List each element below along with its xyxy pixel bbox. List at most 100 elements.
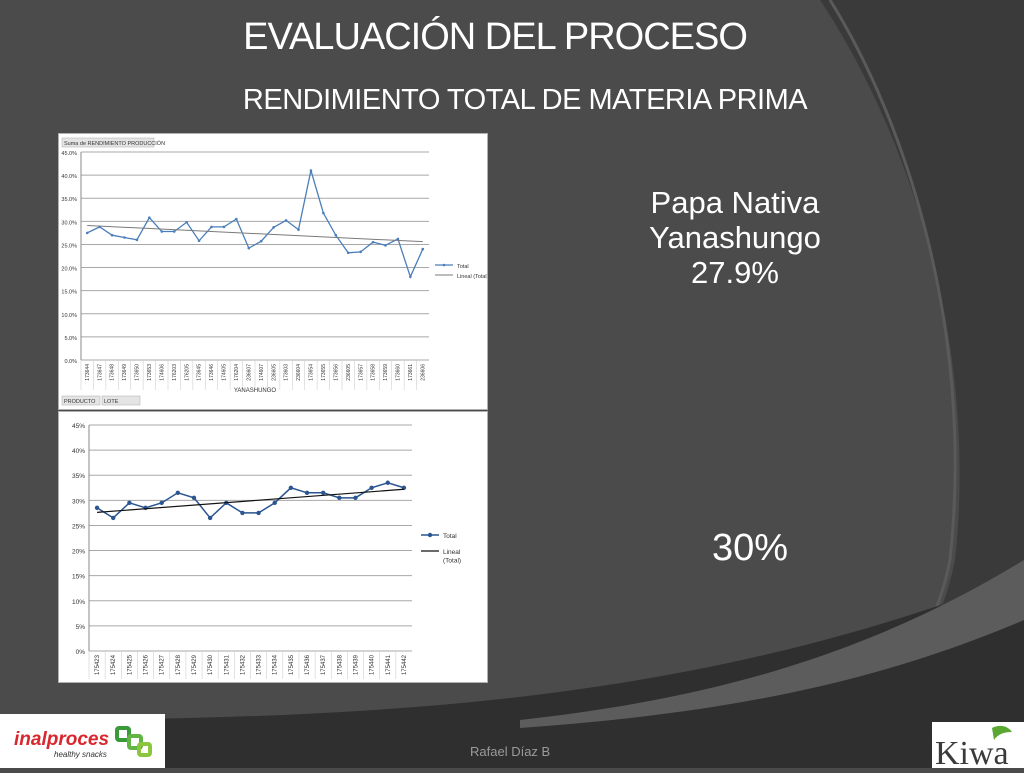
x-tick-label: 175441 (386, 654, 392, 675)
x-tick-label: 236604 (296, 364, 302, 381)
data-point (111, 515, 116, 521)
data-point (421, 247, 425, 251)
x-tick-label: 236606 (420, 364, 426, 381)
data-point (259, 239, 263, 243)
x-tick-label: 236605 (346, 364, 352, 381)
data-point (353, 495, 358, 501)
data-point (297, 228, 300, 231)
y-tick-label: 35% (72, 473, 85, 480)
x-tick-label: 173648 (110, 364, 116, 381)
y-tick-label: 0% (76, 649, 86, 656)
data-point (284, 219, 288, 222)
data-point (337, 495, 342, 501)
data-point (172, 230, 176, 233)
inalproces-tagline: healthy snacks (54, 750, 107, 759)
y-tick-label: 15% (72, 574, 85, 581)
x-tick-label: 175442 (402, 654, 408, 675)
y-tick-label: 20% (72, 549, 85, 556)
y-tick-label: 5% (76, 624, 86, 631)
data-point (272, 500, 277, 506)
data-point (85, 231, 89, 235)
x-tick-label: 175439 (353, 654, 359, 675)
product-percentage: 27.9% (691, 255, 779, 290)
x-tick-label: 174606 (159, 364, 165, 381)
x-tick-label: 236607 (246, 364, 252, 381)
x-tick-label: 176203 (172, 364, 178, 381)
data-point (384, 244, 387, 247)
slide-title: EVALUACIÓN DEL PROCESO (243, 16, 748, 58)
x-tick-label: 175425 (127, 654, 133, 675)
data-point (385, 480, 390, 485)
legend-marker-total (442, 263, 446, 267)
x-tick-label: 173659 (383, 364, 389, 381)
x-tick-label: 173655 (321, 364, 327, 381)
data-point (309, 169, 313, 172)
y-tick-label: 40.0% (61, 174, 77, 180)
x-tick-label: 175438 (337, 654, 343, 675)
trendline-lineal (87, 224, 423, 243)
x-tick-label: 175429 (192, 654, 198, 675)
x-tick-label: 175424 (111, 654, 117, 675)
leaf-icon (992, 725, 1012, 740)
x-tick-label: 173649 (122, 364, 128, 381)
pivot-filter-button (101, 395, 141, 406)
x-tick-label: 176205 (184, 364, 190, 381)
data-point (409, 275, 412, 279)
legend-label-total: Total (457, 264, 469, 270)
data-point (160, 230, 164, 233)
kiwa-logo: Kiwa (932, 722, 1024, 772)
pivot-field-button (61, 137, 155, 148)
x-tick-label: 173646 (209, 364, 215, 381)
x-tick-label: 173650 (135, 364, 141, 381)
data-point (396, 237, 400, 241)
x-tick-label: 173644 (85, 364, 91, 381)
series-line-total (96, 481, 405, 520)
second-percentage: 30% (711, 527, 789, 569)
y-tick-label: 15.0% (61, 290, 77, 296)
kiwa-wordmark: Kiwa (935, 735, 1009, 768)
data-point (127, 500, 132, 506)
x-tick-label: 175433 (257, 654, 263, 675)
x-tick-label: 174605 (222, 364, 228, 381)
data-point (334, 233, 338, 237)
x-tick-label: 173658 (371, 364, 377, 381)
y-tick-label: 10% (72, 599, 85, 606)
x-tick-label: 175423 (95, 654, 101, 675)
legend-label-lineal: Lineal (Total) (457, 274, 487, 280)
product-name-line1: Papa Nativa (650, 185, 820, 220)
y-tick-label: 30.0% (61, 220, 77, 226)
data-point (304, 490, 310, 495)
data-point (247, 246, 251, 250)
data-point (135, 238, 139, 242)
kiwa-logo-art: Kiwa (935, 725, 1012, 772)
data-point (272, 226, 275, 229)
data-point (175, 490, 181, 495)
x-tick-label: 173603 (284, 364, 290, 381)
chart-second-svg: 0% 5% 10% 15% 20% 25% 30% 35% 40% 45% 175423 175424… (72, 423, 461, 679)
x-tick-label: 236605 (271, 364, 277, 381)
x-tick-label: 173654 (309, 364, 315, 381)
inalproces-logo-art: inalproces healthy snacks (14, 726, 152, 759)
chart-second: 0% 5% 10% 15% 20% 25% 30% 35% 40% 45% 175423 175424… (58, 411, 488, 683)
x-axis-label: YANASHUNGO (234, 388, 277, 394)
data-point (369, 485, 374, 490)
data-point (110, 233, 114, 237)
data-point (222, 225, 226, 229)
x-tick-label: 173645 (197, 364, 203, 381)
data-point (288, 485, 294, 490)
inalproces-wordmark: inalproces (14, 729, 109, 750)
x-tick-label: 175434 (273, 654, 279, 675)
y-tick-label: 0.0% (64, 359, 77, 365)
x-tick-label: 175428 (176, 654, 182, 675)
y-tick-label: 40% (72, 448, 85, 455)
product-name-line2: Yanashungo (649, 220, 821, 255)
data-point (256, 510, 261, 516)
x-tick-label: 173657 (358, 364, 364, 381)
data-point (210, 225, 213, 229)
data-point (185, 220, 188, 224)
x-tick-label: 174607 (259, 364, 265, 381)
legend-label-total: Total (443, 533, 457, 540)
series-line-total (86, 170, 424, 279)
slide-subtitle: RENDIMIENTO TOTAL DE MATERIA PRIMA (242, 84, 808, 116)
y-tick-label: 5.0% (64, 336, 77, 342)
